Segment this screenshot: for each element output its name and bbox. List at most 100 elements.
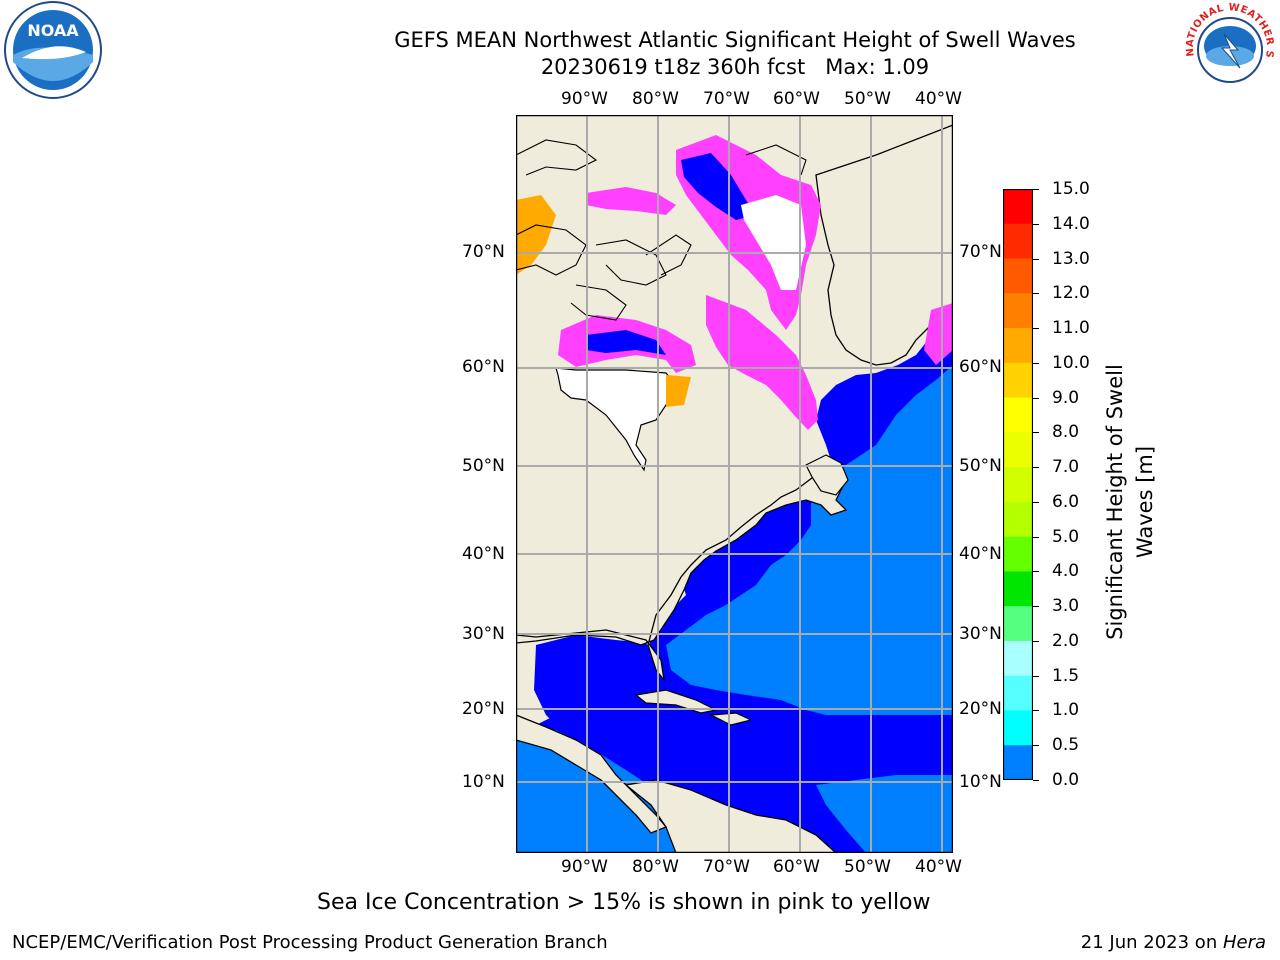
colorbar-tick-mark — [1033, 606, 1039, 608]
colorbar-tick-mark — [1033, 571, 1039, 573]
footer-date: 21 Jun 2023 on Hera — [1081, 932, 1266, 953]
footer-host: Hera — [1222, 932, 1266, 953]
svg-text:NOAA: NOAA — [27, 21, 79, 40]
lat-label-left-20n: 20°N — [462, 699, 505, 719]
colorbar-tick-mark — [1033, 675, 1039, 677]
swell-1m-region — [666, 365, 953, 715]
lon-label-top-50w: 50°W — [844, 89, 891, 109]
colorbar-band — [1003, 745, 1033, 781]
nws-logo: NATIONAL WEATHER SERVICE — [1176, 0, 1280, 100]
sea-ice-greenland-east — [924, 303, 953, 365]
sea-ice-caption: Sea Ice Concentration > 15% is shown in … — [317, 890, 931, 915]
lat-label-left-70n: 70°N — [462, 242, 505, 262]
map-svg — [515, 114, 954, 854]
colorbar-tick-label: 15.0 — [1052, 179, 1090, 199]
colorbar-band — [1003, 293, 1033, 329]
gulf-of-mexico — [534, 635, 661, 730]
lon-label-bottom-90w: 90°W — [561, 857, 608, 877]
sea-ice-white-north — [741, 195, 806, 290]
colorbar-tick-mark — [1033, 710, 1039, 712]
sea-ice-hudson-core — [586, 330, 666, 355]
colorbar-tick-mark — [1033, 501, 1039, 503]
lon-label-top-70w: 70°W — [703, 89, 750, 109]
colorbar-band — [1003, 432, 1033, 468]
map-panel — [515, 114, 954, 854]
colorbar-band — [1003, 536, 1033, 572]
lat-label-right-50n: 50°N — [959, 456, 1002, 476]
lat-label-left-60n: 60°N — [462, 357, 505, 377]
arctic-islands — [515, 139, 807, 321]
colorbar-band — [1003, 258, 1033, 294]
colorbar-tick-label: 1.5 — [1052, 665, 1080, 686]
cuba-island — [634, 689, 718, 714]
colorbar-band — [1003, 189, 1033, 225]
colorbar-band — [1003, 710, 1033, 746]
colorbar-tick-mark — [1033, 780, 1039, 781]
colorbar-tick-label: 6.0 — [1052, 491, 1080, 512]
lat-label-left-10n: 10°N — [462, 772, 505, 792]
colorbar-tick-label: 5.0 — [1052, 526, 1080, 547]
footer-date-text: 21 Jun 2023 on — [1080, 932, 1223, 953]
colorbar-tick-label: 14.0 — [1052, 213, 1090, 234]
lon-label-bottom-60w: 60°W — [773, 857, 820, 877]
swell-1m-region-south — [516, 730, 681, 853]
colorbar-tick-mark — [1033, 397, 1039, 399]
map-frame — [515, 114, 954, 854]
colorbar-tick-mark — [1033, 745, 1039, 747]
lon-label-bottom-70w: 70°W — [703, 857, 750, 877]
hispaniola-island — [708, 712, 753, 726]
colorbar-svg — [1002, 188, 1034, 781]
colorbar-tick-label: 2.0 — [1052, 630, 1080, 651]
colorbar-tick-label: 7.0 — [1052, 457, 1080, 478]
lon-label-top-40w: 40°W — [915, 89, 962, 109]
sea-ice-yellow-fringe-2 — [666, 375, 691, 407]
colorbar-band — [1003, 606, 1033, 642]
lon-label-bottom-40w: 40°W — [915, 857, 962, 877]
swell-1m-region-east — [816, 775, 953, 853]
colorbar-tick-mark — [1033, 640, 1039, 642]
colorbar-tick-label: 4.0 — [1052, 561, 1080, 582]
sea-ice-baffin-core — [681, 153, 756, 220]
lat-label-left-30n: 30°N — [462, 624, 505, 644]
caribbean-sea — [586, 695, 846, 780]
lon-label-bottom-50w: 50°W — [844, 857, 891, 877]
lat-label-left-50n: 50°N — [462, 456, 505, 476]
sea-ice-labrador — [706, 295, 818, 430]
lon-label-bottom-80w: 80°W — [632, 857, 679, 877]
colorbar-tick-label: 12.0 — [1052, 283, 1090, 304]
lat-label-right-20n: 20°N — [959, 699, 1002, 719]
colorbar-tick-label: 13.0 — [1052, 248, 1090, 269]
colorbar-label: Significant Height of Swell Waves [m] — [1103, 364, 1157, 640]
colorbar-tick-mark — [1033, 467, 1039, 469]
colorbar-tick-mark — [1033, 293, 1039, 295]
lat-label-right-30n: 30°N — [959, 624, 1002, 644]
colorbar-tick-label: 0.5 — [1052, 735, 1080, 756]
colorbar-tick-label: 11.0 — [1052, 318, 1090, 339]
lat-label-right-10n: 10°N — [959, 772, 1002, 792]
noaa-logo: NOAA — [0, 0, 106, 106]
colorbar-band — [1003, 223, 1033, 260]
colorbar-tick-mark — [1033, 536, 1039, 538]
colorbar-tick-label: 9.0 — [1052, 387, 1080, 408]
sea-ice-yellow-fringe — [516, 195, 556, 275]
colorbar-frame — [1002, 188, 1034, 781]
lat-label-right-70n: 70°N — [959, 242, 1002, 262]
colorbar-band — [1003, 501, 1033, 538]
colorbar-tick-mark — [1033, 189, 1039, 190]
colorbar-tick-label: 3.0 — [1052, 596, 1080, 617]
colorbar-band — [1003, 571, 1033, 607]
chart-title-line1: GEFS MEAN Northwest Atlantic Significant… — [394, 28, 1076, 52]
colorbar-tick-label: 0.0 — [1052, 770, 1080, 790]
chart-title-line2: 20230619 t18z 360h fcst Max: 1.09 — [540, 55, 930, 79]
colorbar-band — [1003, 675, 1033, 711]
sea-ice-arctic-archipelago — [586, 187, 676, 215]
colorbar-tick-label: 1.0 — [1052, 700, 1080, 721]
colorbar-band — [1003, 397, 1033, 433]
colorbar-band — [1003, 362, 1033, 399]
lat-label-left-40n: 40°N — [462, 544, 505, 564]
colorbar-tick-label: 10.0 — [1052, 352, 1090, 373]
colorbar — [1002, 188, 1034, 781]
lon-label-top-90w: 90°W — [561, 89, 608, 109]
lat-label-right-40n: 40°N — [959, 544, 1002, 564]
colorbar-band — [1003, 467, 1033, 503]
